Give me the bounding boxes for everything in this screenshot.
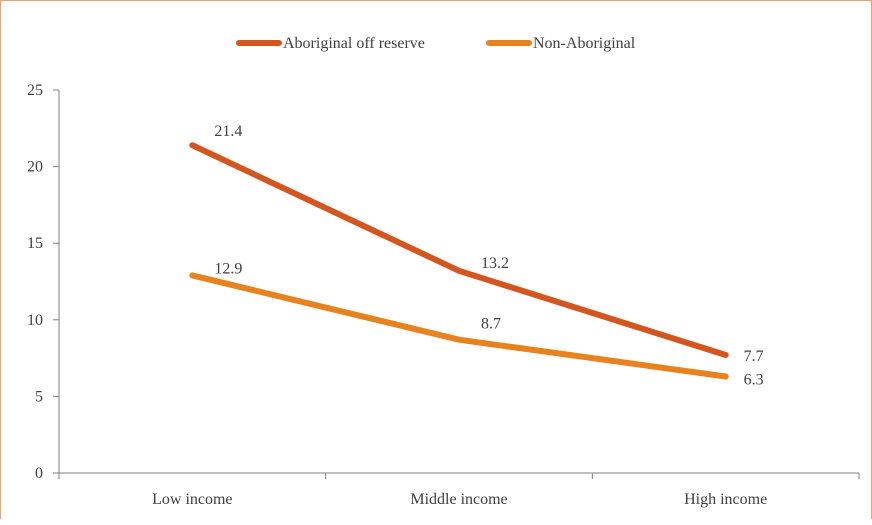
y-tick-label: 20 bbox=[27, 159, 43, 176]
data-label: 7.7 bbox=[744, 348, 764, 365]
x-tick-label: Middle income bbox=[410, 491, 507, 508]
series-line-2 bbox=[189, 272, 729, 380]
data-label: 13.2 bbox=[481, 255, 509, 272]
data-label: 21.4 bbox=[214, 123, 242, 140]
data-labels: 21.4 13.2 7.7 12.9 8.7 6.3 bbox=[214, 123, 763, 388]
series-layer bbox=[189, 142, 729, 380]
y-tick-label: 0 bbox=[35, 465, 43, 482]
y-tick-label: 5 bbox=[35, 388, 43, 405]
y-tick-label: 10 bbox=[27, 312, 43, 329]
data-label: 8.7 bbox=[481, 316, 501, 333]
data-label: 6.3 bbox=[744, 371, 764, 388]
x-axis: Low income Middle income High income bbox=[58, 472, 860, 508]
legend: Aboriginal off reserve Non-Aboriginal bbox=[236, 35, 636, 52]
y-axis: 0 5 10 15 20 25 bbox=[27, 82, 60, 482]
legend-label: Aboriginal off reserve bbox=[283, 35, 425, 52]
series-line-1 bbox=[189, 142, 729, 358]
x-tick-label: Low income bbox=[152, 491, 232, 508]
x-tick-label: High income bbox=[684, 491, 767, 508]
y-tick-label: 25 bbox=[27, 82, 43, 99]
data-label: 12.9 bbox=[214, 260, 242, 277]
legend-label: Non-Aboriginal bbox=[533, 35, 636, 52]
y-tick-label: 15 bbox=[27, 235, 43, 252]
